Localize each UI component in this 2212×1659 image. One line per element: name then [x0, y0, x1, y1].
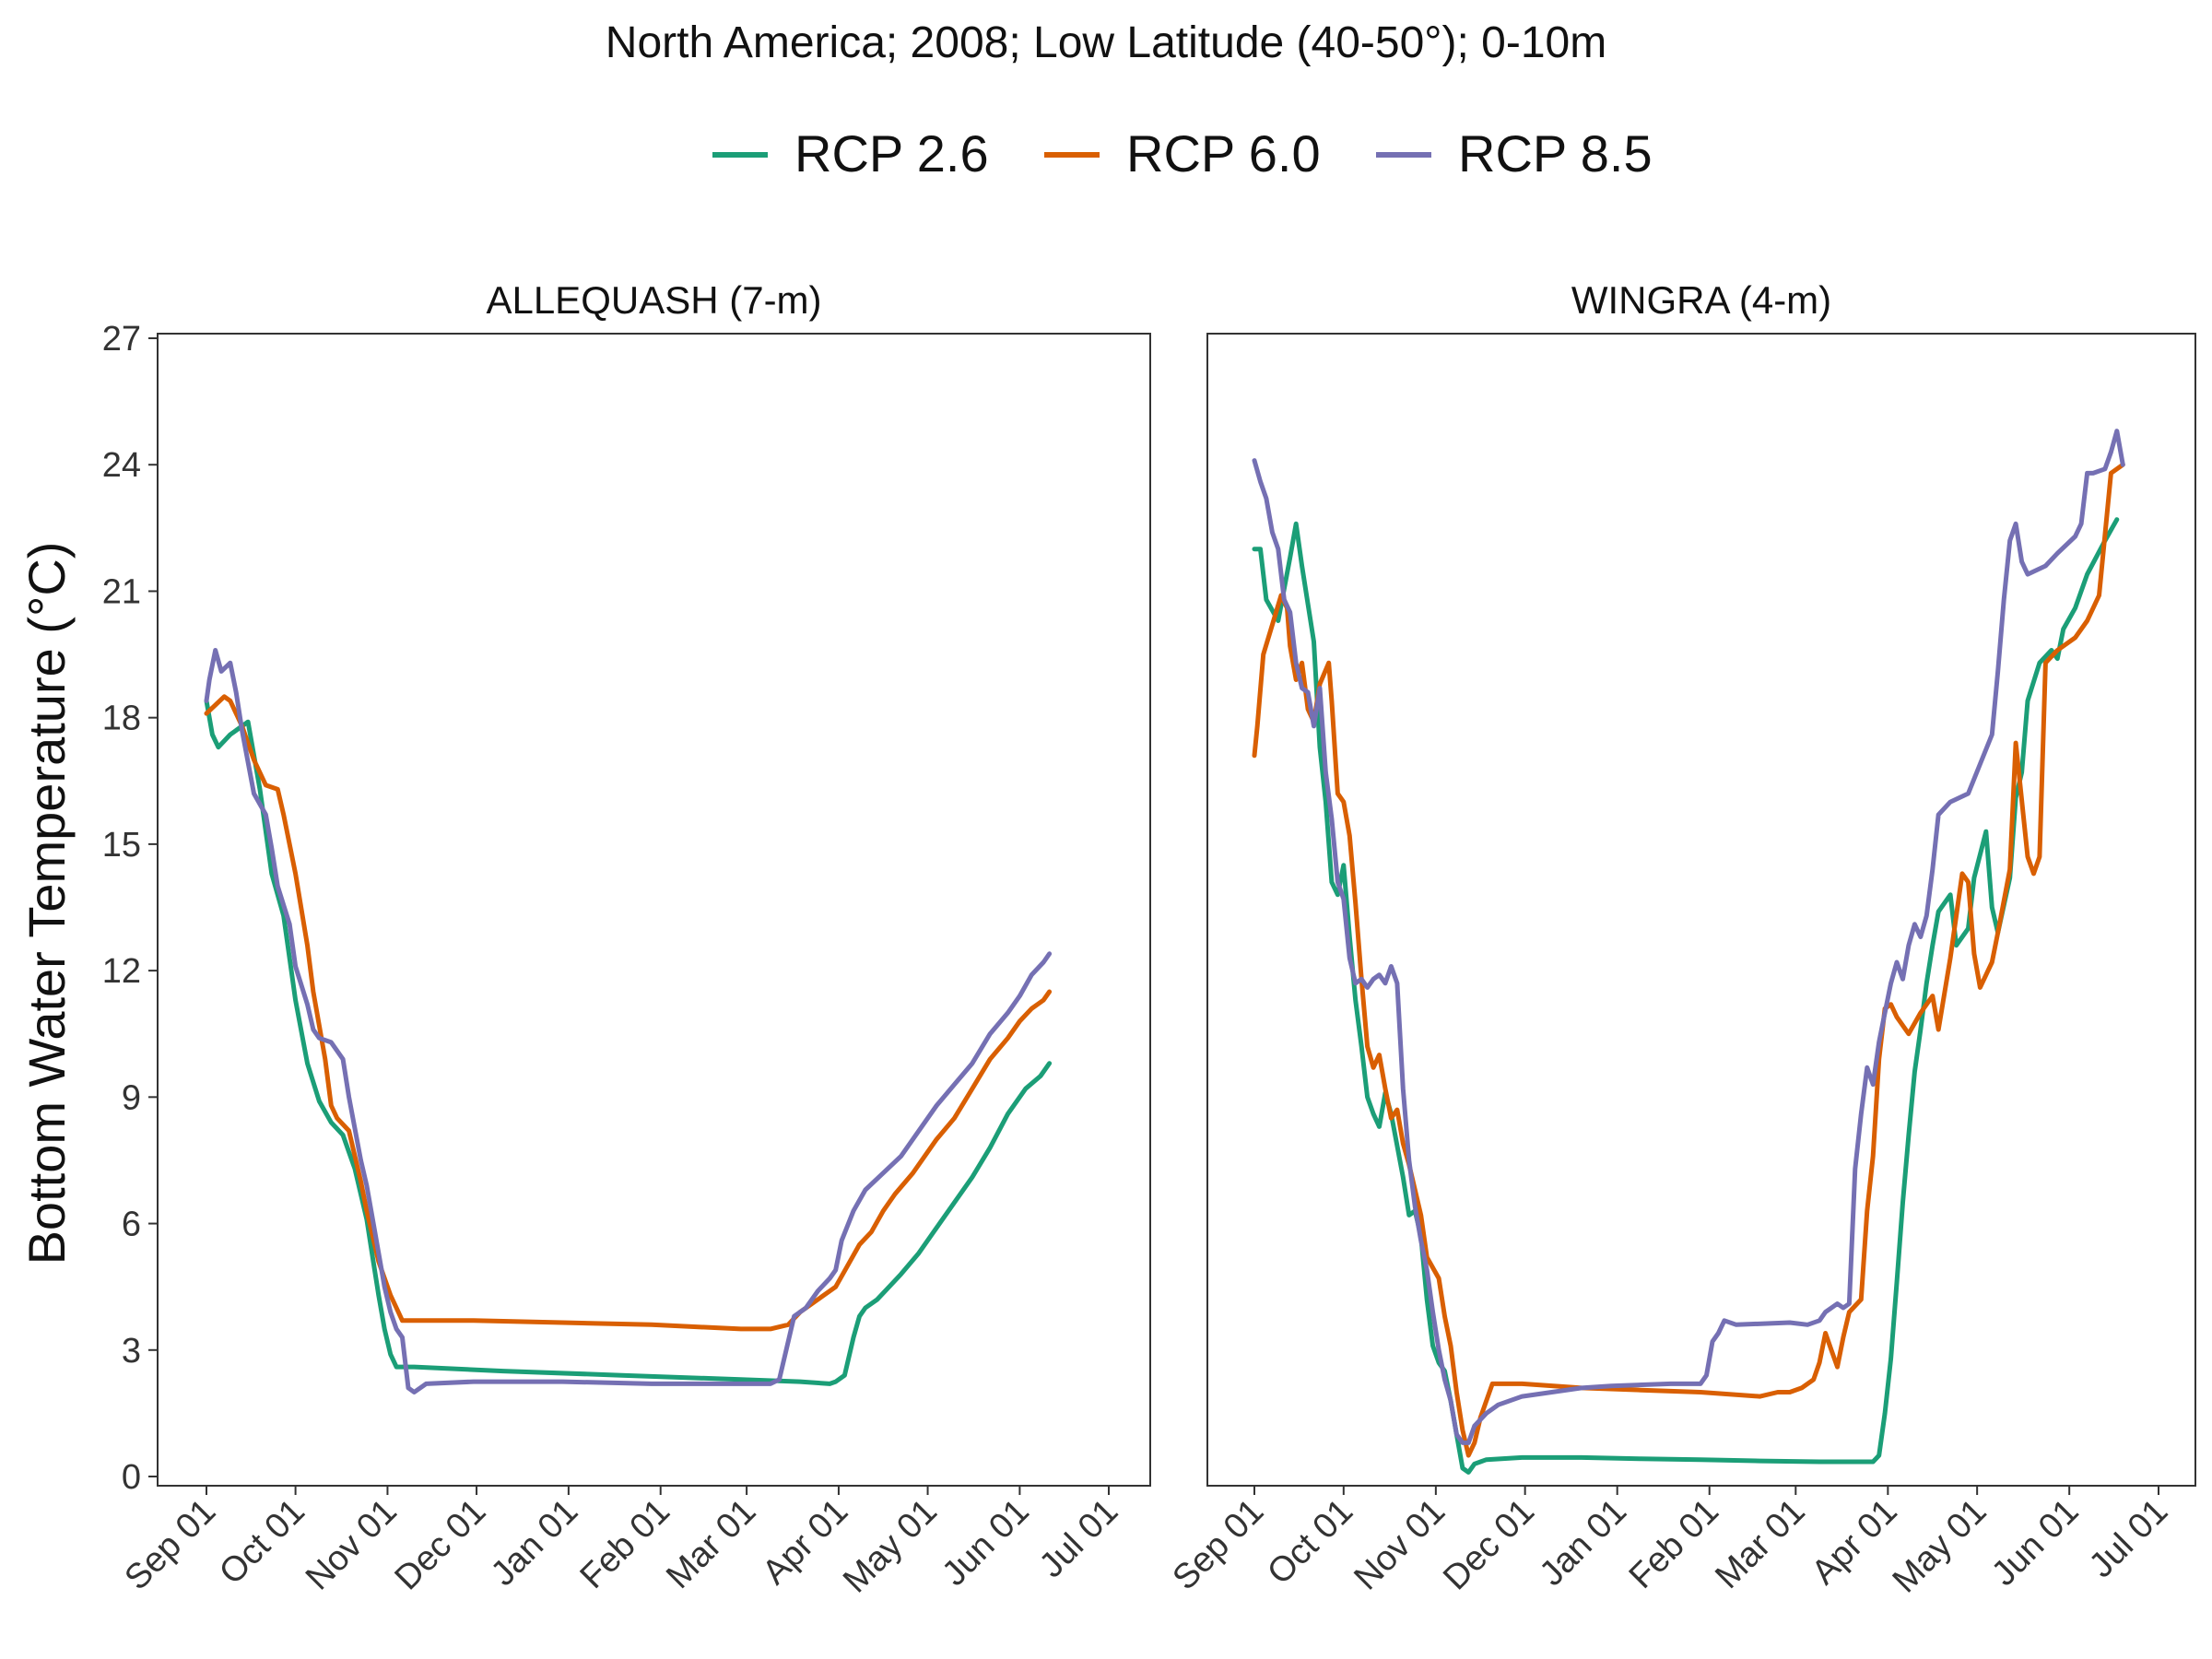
x-tick-label: Feb 01 [573, 1492, 677, 1596]
panel-title-1: WINGRA (4-m) [1571, 278, 1831, 322]
x-tick-label: May 01 [836, 1492, 945, 1601]
x-tick-label: Sep 01 [117, 1492, 223, 1598]
series-line-rcp-6-0 [204, 694, 1053, 1332]
chart-title: North America; 2008; Low Latitude (40-50… [606, 18, 1606, 67]
x-tick-label: Sep 01 [1165, 1492, 1271, 1598]
x-tick-label: May 01 [1886, 1492, 1994, 1601]
x-tick-label: Oct 01 [1260, 1492, 1360, 1593]
panel-allequash: ALLEQUASH (7-m) 0 3 6 9 12 15 18 21 24 27 Sep 01Oct… [102, 278, 1151, 1601]
x-tick-label: Nov 01 [1347, 1492, 1453, 1598]
y-tick-label: 24 [102, 446, 141, 485]
series-line-rcp-2-6 [204, 698, 1053, 1386]
x-tick-label: Feb 01 [1622, 1492, 1726, 1596]
x-tick-label: Oct 01 [212, 1492, 312, 1593]
x-tick-label: Dec 01 [388, 1492, 494, 1598]
series-line-rcp-6-0 [1252, 462, 2125, 1458]
legend-label-rcp-6-0: RCP 6.0 [1126, 124, 1321, 182]
y-tick-label: 0 [122, 1458, 141, 1497]
y-axis-label: Bottom Water Temperature (°C) [18, 542, 76, 1265]
x-tick-label: Mar 01 [659, 1492, 763, 1596]
panel-title-0: ALLEQUASH (7-m) [486, 278, 821, 322]
y-tick-label: 18 [102, 700, 141, 738]
legend-label-rcp-8-5: RCP 8.5 [1458, 124, 1653, 182]
y-tick-label: 3 [122, 1332, 141, 1371]
x-tick-label: Jun 01 [935, 1492, 1036, 1594]
panel-border [157, 333, 1151, 1487]
y-tick-label: 21 [102, 572, 141, 611]
x-tick-label: Jan 01 [484, 1492, 585, 1594]
series-line-rcp-8-5 [1252, 429, 2125, 1445]
x-tick-label: Jul 01 [1032, 1492, 1125, 1585]
legend: RCP 2.6 RCP 6.0 RCP 8.5 [712, 124, 1653, 182]
series-line-rcp-2-6 [1252, 517, 2120, 1475]
y-tick-label: 27 [102, 320, 141, 359]
x-tick-label: Jul 01 [2082, 1492, 2175, 1585]
panel-border [1206, 333, 2196, 1487]
x-tick-label: Dec 01 [1436, 1492, 1542, 1598]
legend-label-rcp-2-6: RCP 2.6 [794, 124, 989, 182]
y-tick-label: 15 [102, 826, 141, 865]
series-line-rcp-8-5 [204, 648, 1053, 1394]
y-tick-label: 9 [122, 1078, 141, 1117]
x-tick-label: Jan 01 [1533, 1492, 1634, 1594]
x-tick-label: Mar 01 [1708, 1492, 1812, 1596]
y-tick-label: 6 [122, 1206, 141, 1244]
x-tick-label: Nov 01 [299, 1492, 405, 1598]
y-tick-label: 12 [102, 952, 141, 991]
x-tick-label: Jun 01 [1984, 1492, 2086, 1594]
